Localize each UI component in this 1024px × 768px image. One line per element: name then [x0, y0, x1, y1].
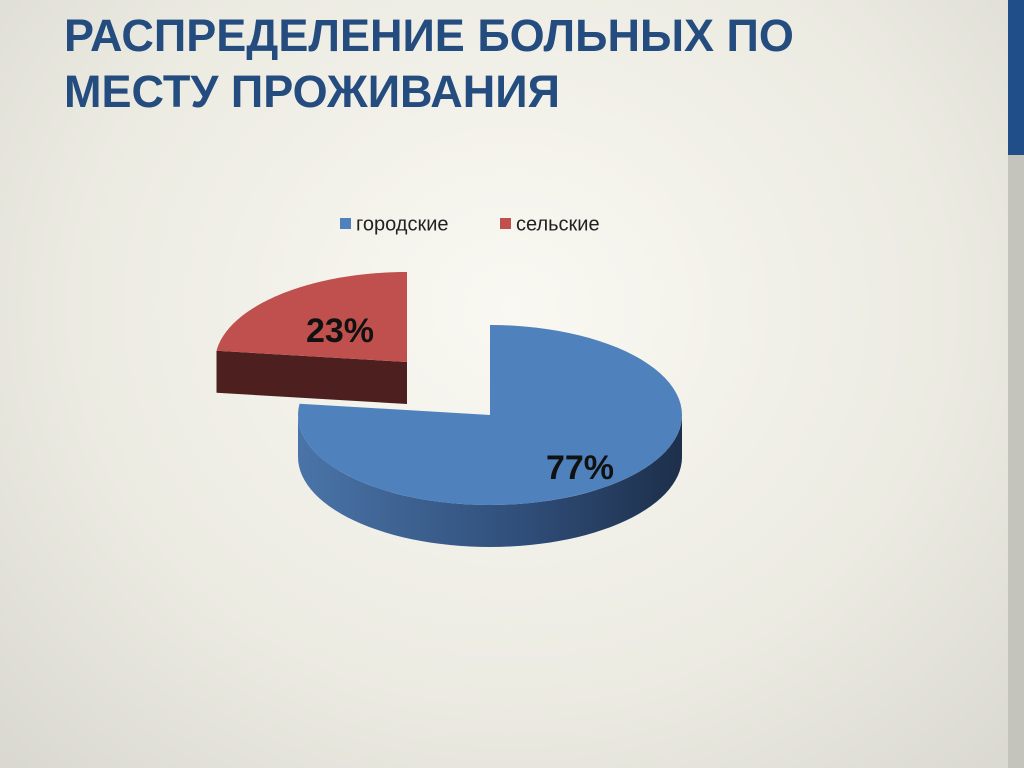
legend-label: сельские: [516, 213, 600, 235]
data-label: 77%: [546, 449, 614, 487]
pie-side: [298, 415, 682, 547]
chart: городские сельские 77% 23%: [216, 213, 682, 547]
chart-title: РАСПРЕДЕЛЕНИЕ БОЛЬНЫХ ПО МЕСТУ ПРОЖИВАНИ…: [64, 10, 794, 117]
pie-cut-face: [216, 350, 407, 404]
legend-swatch: [340, 218, 351, 229]
side-bar: [1008, 0, 1024, 155]
legend-swatch: [500, 218, 511, 229]
pie-slice: [298, 325, 682, 505]
side-bar: [1008, 155, 1024, 768]
data-label: 23%: [306, 312, 374, 350]
pie-slice: [216, 272, 407, 362]
legend-label: городские: [356, 213, 449, 235]
